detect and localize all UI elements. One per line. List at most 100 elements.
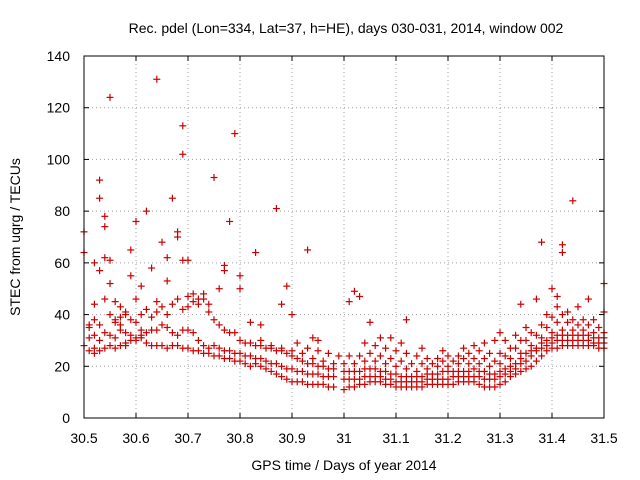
data-point bbox=[361, 380, 369, 388]
data-point bbox=[350, 383, 358, 391]
data-point bbox=[564, 308, 572, 316]
data-point bbox=[205, 300, 213, 308]
data-point bbox=[298, 367, 306, 375]
data-point bbox=[465, 360, 473, 368]
data-point bbox=[392, 362, 400, 370]
x-tick-label: 31.1 bbox=[382, 430, 409, 446]
data-point bbox=[215, 344, 223, 352]
data-point bbox=[127, 316, 135, 324]
data-point bbox=[402, 365, 410, 373]
data-point bbox=[579, 316, 587, 324]
data-point bbox=[194, 347, 202, 355]
data-point bbox=[538, 352, 546, 360]
data-point bbox=[153, 75, 161, 83]
data-point bbox=[402, 349, 410, 357]
data-point bbox=[371, 365, 379, 373]
data-point bbox=[376, 352, 384, 360]
data-point bbox=[475, 380, 483, 388]
data-point bbox=[428, 360, 436, 368]
data-point bbox=[434, 362, 442, 370]
data-point bbox=[413, 352, 421, 360]
data-point bbox=[517, 336, 525, 344]
data-point bbox=[272, 360, 280, 368]
data-point bbox=[512, 360, 520, 368]
data-point bbox=[174, 295, 182, 303]
data-point bbox=[236, 285, 244, 293]
y-tick-label: 40 bbox=[54, 307, 70, 323]
data-point bbox=[553, 318, 561, 326]
chart-title: Rec. pdel (Lon=334, Lat=37, h=HE), days … bbox=[129, 20, 564, 36]
data-point bbox=[106, 331, 114, 339]
data-point bbox=[335, 352, 343, 360]
data-point bbox=[298, 349, 306, 357]
data-point bbox=[470, 355, 478, 363]
x-tick-label: 31 bbox=[336, 430, 352, 446]
data-point bbox=[392, 347, 400, 355]
data-point bbox=[460, 355, 468, 363]
data-point bbox=[220, 326, 228, 334]
data-point bbox=[558, 311, 566, 319]
data-point bbox=[418, 344, 426, 352]
data-point bbox=[553, 344, 561, 352]
data-point bbox=[548, 285, 556, 293]
data-point bbox=[449, 380, 457, 388]
data-point bbox=[122, 308, 130, 316]
x-tick-label: 31.3 bbox=[486, 430, 513, 446]
data-point bbox=[376, 334, 384, 342]
data-point bbox=[460, 344, 468, 352]
data-point bbox=[132, 334, 140, 342]
data-point bbox=[506, 355, 514, 363]
x-tick-label: 30.6 bbox=[122, 430, 149, 446]
data-point bbox=[486, 349, 494, 357]
data-point bbox=[96, 336, 104, 344]
data-point bbox=[246, 318, 254, 326]
data-point bbox=[418, 373, 426, 381]
data-point bbox=[558, 326, 566, 334]
data-point bbox=[215, 321, 223, 329]
data-point bbox=[272, 205, 280, 213]
data-point bbox=[470, 342, 478, 350]
data-point bbox=[465, 349, 473, 357]
data-point bbox=[506, 362, 514, 370]
data-point bbox=[142, 339, 150, 347]
data-point bbox=[184, 292, 192, 300]
data-point bbox=[501, 378, 509, 386]
data-point bbox=[278, 344, 286, 352]
data-point bbox=[283, 349, 291, 357]
data-point bbox=[148, 313, 156, 321]
data-point bbox=[101, 212, 109, 220]
data-point bbox=[538, 334, 546, 342]
data-point bbox=[278, 300, 286, 308]
data-point bbox=[184, 303, 192, 311]
data-point bbox=[496, 329, 504, 337]
data-point bbox=[168, 194, 176, 202]
data-point bbox=[132, 295, 140, 303]
data-point bbox=[101, 223, 109, 231]
y-tick-label: 100 bbox=[47, 151, 71, 167]
axis-ticks: 30.5 30.6 30.7 30.8 30.9 31 31.1 31.2 31.3 31.4 31… bbox=[47, 48, 618, 446]
data-point bbox=[189, 298, 197, 306]
data-point bbox=[257, 336, 265, 344]
data-point bbox=[506, 344, 514, 352]
data-point bbox=[439, 347, 447, 355]
data-point bbox=[522, 357, 530, 365]
data-point bbox=[231, 130, 239, 138]
data-point bbox=[116, 342, 124, 350]
data-point bbox=[356, 352, 364, 360]
data-point bbox=[210, 342, 218, 350]
x-tick-label: 31.2 bbox=[434, 430, 461, 446]
data-point bbox=[96, 267, 104, 275]
data-point bbox=[371, 357, 379, 365]
data-point bbox=[496, 349, 504, 357]
data-point bbox=[163, 311, 171, 319]
data-point bbox=[288, 311, 296, 319]
data-point bbox=[90, 300, 98, 308]
data-point bbox=[257, 321, 265, 329]
data-point bbox=[356, 375, 364, 383]
data-point bbox=[491, 383, 499, 391]
data-point bbox=[496, 360, 504, 368]
x-tick-label: 30.5 bbox=[70, 430, 97, 446]
data-point bbox=[122, 329, 130, 337]
data-point bbox=[532, 331, 540, 339]
data-point bbox=[496, 380, 504, 388]
